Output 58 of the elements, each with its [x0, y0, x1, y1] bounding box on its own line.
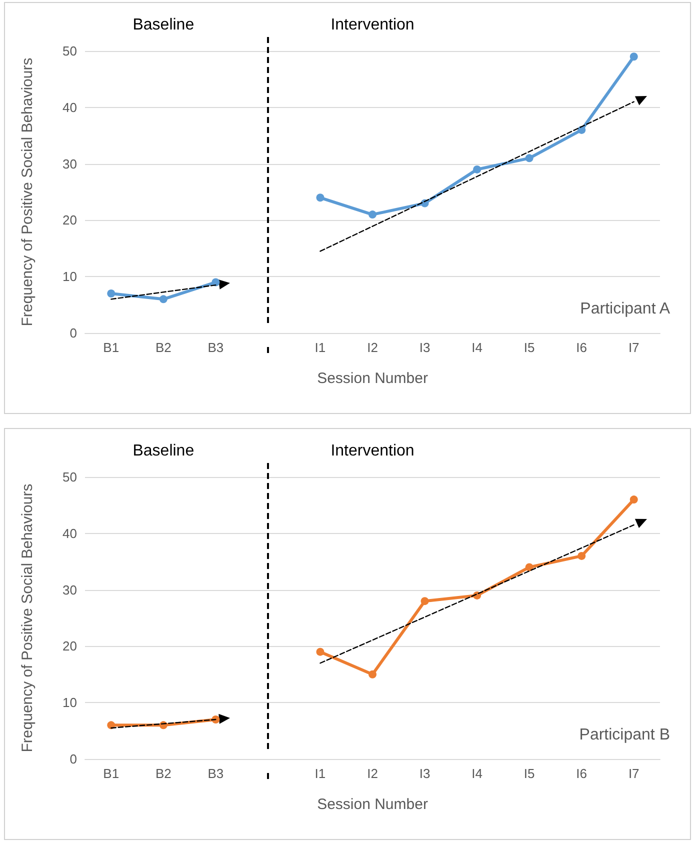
y-tick-label: 20 [62, 212, 77, 228]
y-tick-label: 50 [62, 470, 77, 484]
point [525, 563, 534, 572]
text: Baseline [132, 16, 194, 34]
y-tick-label: 0 [70, 752, 77, 766]
x-tick-label: I5 [524, 766, 535, 781]
text: Intervention [330, 442, 414, 460]
x-tick-label: B1 [103, 340, 120, 355]
text: Baseline [132, 442, 194, 460]
x-tick-label: B3 [208, 340, 224, 355]
point [107, 721, 116, 730]
y-tick-label: 0 [70, 326, 77, 340]
point [316, 194, 324, 202]
y-axis-title: Frequency of Positive Social Behaviours [19, 484, 36, 752]
point [525, 154, 534, 162]
point [420, 597, 429, 606]
x-axis-title: Session Number [317, 370, 428, 387]
x-tick-label: I2 [367, 340, 378, 355]
x-tick-label: I7 [628, 766, 640, 781]
x-tick-label: B1 [103, 766, 120, 781]
y-tick-label: 20 [62, 638, 77, 654]
x-tick-label: I1 [314, 340, 326, 355]
x-tick-label: I6 [576, 766, 588, 781]
x-axis-title: Session Number [317, 796, 428, 813]
point [212, 278, 220, 286]
annotation: Participant B [579, 726, 670, 744]
x-tick-label: I7 [628, 340, 640, 355]
point [578, 126, 586, 134]
y-tick-label: 10 [62, 695, 77, 710]
x-tick-label: I4 [472, 340, 482, 355]
point [316, 648, 324, 656]
point [368, 670, 376, 678]
y-tick-label: 40 [62, 100, 77, 115]
y-tick-label: 30 [62, 582, 77, 598]
point [159, 295, 168, 304]
point [630, 52, 638, 61]
point [630, 496, 638, 504]
text: Intervention [330, 16, 414, 34]
annotation: Participant A [580, 300, 670, 318]
x-tick-label: B2 [155, 766, 172, 781]
x-tick-label: I6 [576, 340, 588, 355]
x-tick-label: B2 [155, 340, 172, 355]
y-axis-title: Frequency of Positive Social Behaviours [19, 58, 36, 326]
x-tick-label: B3 [208, 766, 224, 781]
x-tick-label: I5 [524, 340, 535, 355]
y-tick-label: 40 [62, 526, 77, 541]
x-tick-label: I3 [419, 340, 430, 355]
x-tick-label: I2 [367, 766, 378, 781]
y-tick-label: 50 [62, 44, 77, 58]
y-tick-label: 10 [62, 269, 77, 284]
x-tick-label: I4 [472, 766, 482, 781]
point [473, 165, 482, 174]
x-tick-label: I3 [419, 766, 430, 781]
y-tick-label: 30 [62, 156, 77, 172]
x-tick-label: I1 [314, 766, 326, 781]
point [107, 290, 116, 298]
point [368, 210, 376, 219]
point [578, 552, 586, 560]
